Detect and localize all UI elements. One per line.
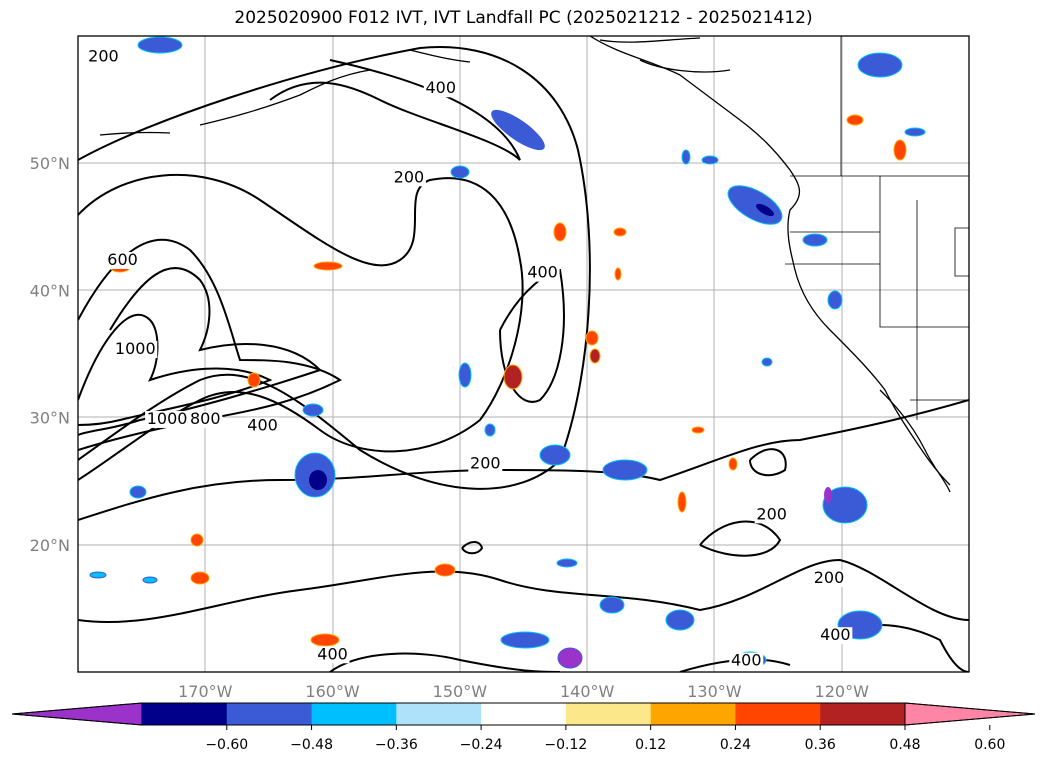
lat-tick-label: 40°N: [30, 281, 70, 300]
contour-label-background: [754, 506, 789, 524]
coastlines: [99, 36, 951, 493]
contour-label-background: [729, 652, 764, 670]
contour-label: 200: [394, 167, 425, 186]
contour-label-background: [391, 169, 426, 187]
colorbar-segment: [226, 703, 313, 725]
contour-label: 200: [756, 504, 787, 523]
contour-label: 400: [527, 263, 558, 282]
contour-label: 400: [425, 78, 456, 97]
colorbar-segment: [820, 703, 906, 725]
contour-label: 1000: [115, 339, 156, 358]
colorbar-tick-label: −0.12: [544, 737, 587, 753]
colorbar-tick-label: −0.60: [205, 737, 248, 753]
lat-tick-label: 50°N: [30, 154, 70, 173]
colorbar: [11, 702, 1036, 726]
lon-tick-label: 170°W: [178, 682, 233, 701]
colorbar-tick-label: −0.24: [460, 737, 503, 753]
contour-label: 400: [820, 625, 851, 644]
contour-label-background: [525, 264, 560, 282]
colorbar-tick-label: 0.36: [805, 737, 836, 753]
colorbar-extend-low: [11, 702, 143, 726]
contour-label-background: [245, 417, 280, 435]
map-title: 2025020900 F012 IVT, IVT Landfall PC (20…: [234, 8, 813, 28]
contour-label: 400: [247, 415, 278, 434]
colorbar-segment: [311, 703, 397, 725]
ivt-landfall-probability-shading: [89, 36, 926, 669]
lon-tick-label: 130°W: [687, 682, 742, 701]
state-borders: [785, 36, 969, 420]
colorbar-segment: [565, 703, 652, 725]
contour-label: 200: [814, 568, 845, 587]
colorbar-outline: [11, 702, 1036, 726]
lat-tick-label: 20°N: [30, 536, 70, 555]
colorbar-tick-labels: −0.60 −0.48 −0.36 −0.24 −0.12 0.12 0.24 0.36 0.4…: [205, 725, 1005, 753]
colorbar-tick-label: 0.24: [720, 737, 751, 753]
contour-label-background: [145, 410, 190, 428]
colorbar-tick-label: 0.12: [635, 737, 666, 753]
lon-tick-label: 160°W: [305, 682, 360, 701]
latitude-tick-labels: 20°N 30°N 40°N 50°N: [30, 154, 70, 555]
lon-tick-label: 140°W: [560, 682, 615, 701]
contour-label-background: [811, 569, 846, 587]
contour-label: 800: [190, 409, 221, 428]
contour-label: 200: [88, 46, 119, 65]
contour-label: 600: [107, 250, 138, 269]
contour-label: 400: [317, 644, 348, 663]
contour-label-background: [818, 627, 853, 645]
colorbar-tick-label: −0.36: [375, 737, 418, 753]
contour-label-background: [105, 251, 140, 269]
colorbar-extend-high: [904, 702, 1036, 726]
colorbar-tick-label: 0.48: [889, 737, 920, 753]
contour-label: 1000: [147, 409, 188, 428]
contour-label-background: [468, 455, 503, 473]
colorbar-segment: [142, 703, 228, 725]
colorbar-segment: [650, 703, 736, 725]
colorbar-segment: [481, 703, 567, 725]
contour-label: 400: [731, 651, 762, 670]
contour-label-background: [86, 48, 121, 66]
contour-label: 200: [470, 453, 501, 472]
colorbar-segment: [396, 703, 482, 725]
longitude-tick-labels: 170°W 160°W 150°W 140°W 130°W 120°W: [178, 682, 869, 701]
contour-label-background: [188, 410, 223, 428]
colorbar-tick-label: −0.48: [290, 737, 333, 753]
contour-label-background: [113, 341, 158, 358]
lon-tick-label: 120°W: [815, 682, 870, 701]
lat-tick-label: 30°N: [30, 409, 70, 428]
colorbar-tick-label: 0.60: [974, 737, 1005, 753]
contour-label-background: [423, 80, 458, 98]
colorbar-segment: [735, 703, 821, 725]
contour-label-background: [315, 646, 350, 664]
map-frame: [77, 35, 970, 673]
lon-tick-label: 150°W: [433, 682, 488, 701]
